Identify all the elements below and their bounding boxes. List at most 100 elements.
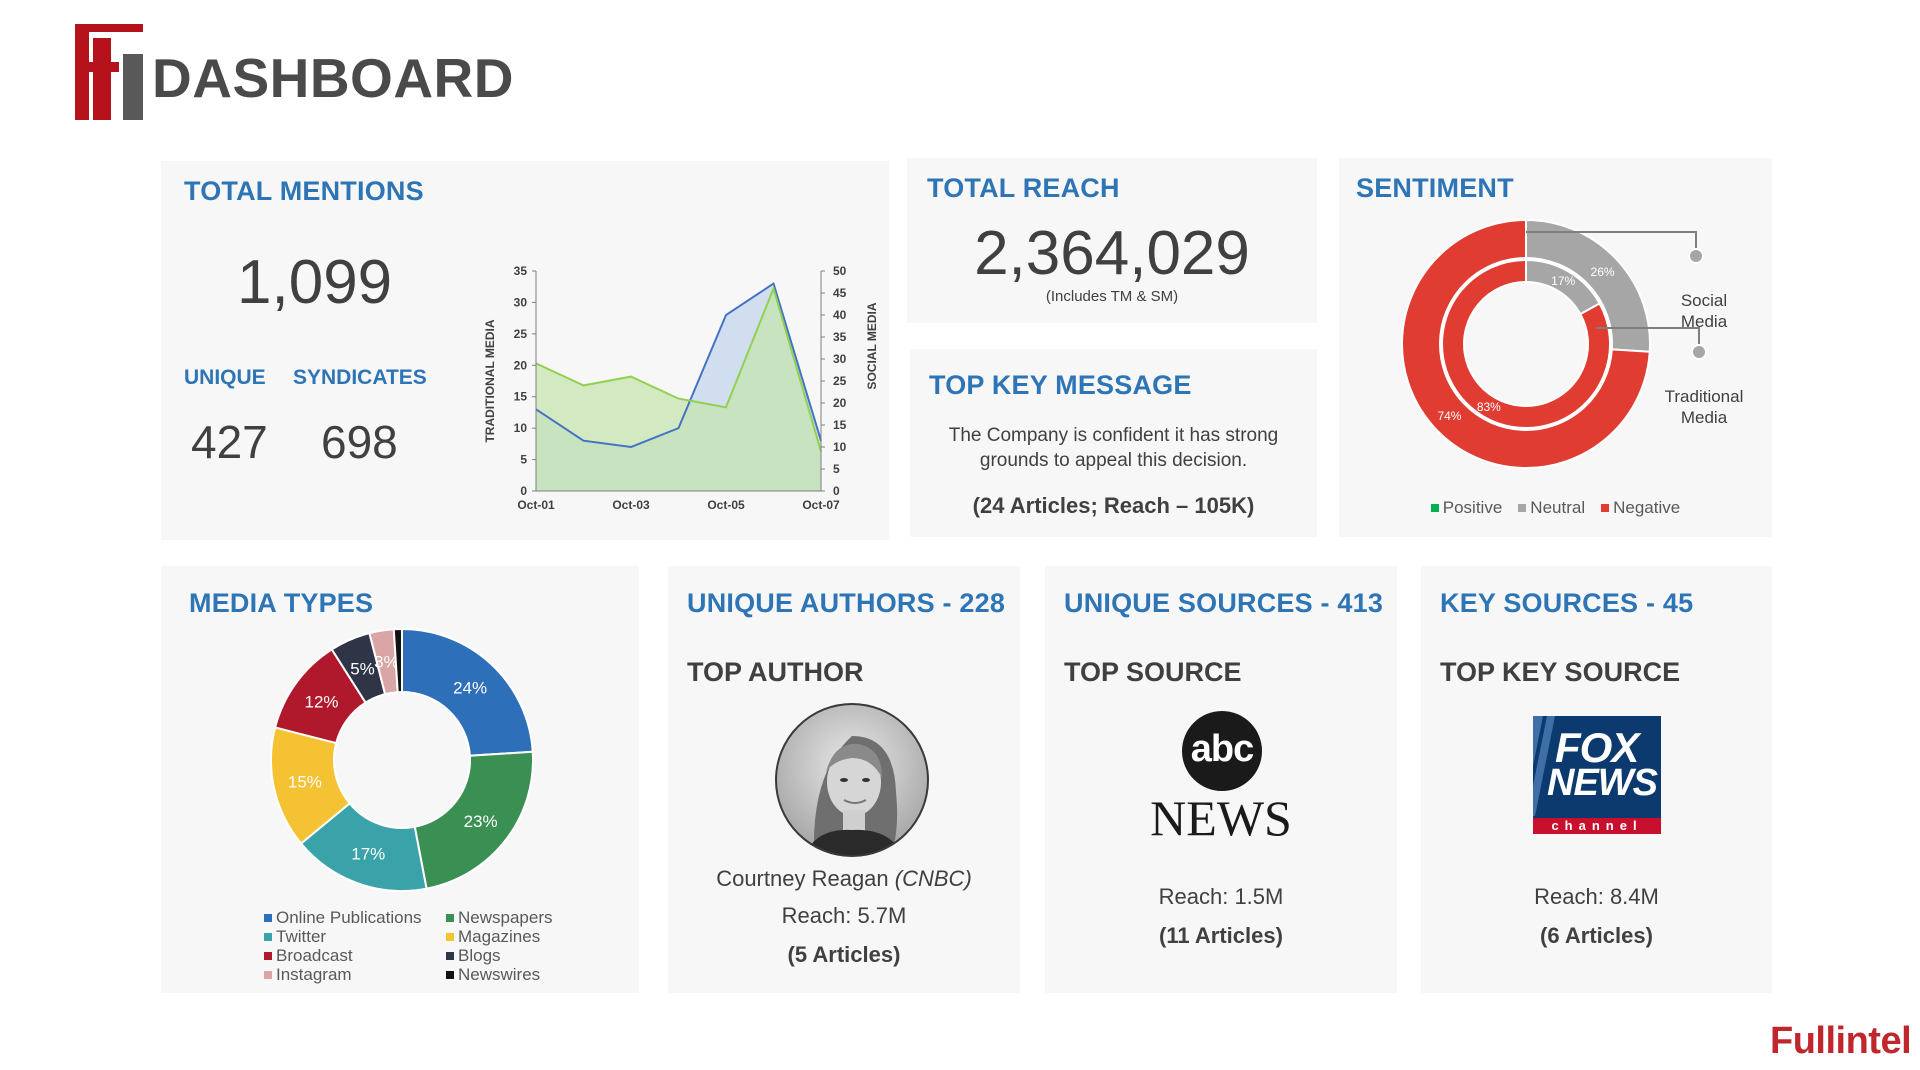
media-slice	[401, 627, 534, 757]
unique-sources-panel: UNIQUE SOURCES - 413 TOP SOURCE abc NEWS…	[1045, 566, 1397, 993]
sentiment-legend-item: Negative	[1601, 498, 1680, 517]
author-outlet: (CNBC)	[894, 866, 972, 891]
legend-swatch	[446, 971, 454, 979]
left-tick-label: 5	[520, 453, 527, 467]
line-series-2	[535, 285, 822, 452]
media-slice-label: 5%	[350, 660, 375, 679]
key-sources-panel: KEY SOURCES - 45 TOP KEY SOURCE FOX NEWS…	[1421, 566, 1772, 993]
media-legend-item: Twitter	[264, 928, 326, 946]
media-legend-item: Instagram	[264, 966, 352, 984]
legend-swatch	[264, 952, 272, 960]
legend-swatch	[1430, 504, 1439, 512]
top-key-source-subtitle: TOP KEY SOURCE	[1440, 657, 1681, 687]
legend-label: Newspapers	[458, 908, 553, 927]
sentiment-slice	[1401, 218, 1651, 469]
leader-traditional-dot	[1691, 344, 1707, 360]
media-types-title: MEDIA TYPES	[189, 588, 374, 618]
sentiment-panel: SENTIMENT 26% 74% 17% 83% Social Media Trad…	[1339, 158, 1772, 537]
total-reach-value: 2,364,029	[974, 219, 1250, 288]
right-tick-label: 10	[833, 440, 847, 454]
right-tick-label: 45	[833, 286, 847, 300]
author-articles: (5 Articles)	[787, 942, 901, 967]
header-logo	[75, 24, 143, 120]
media-slice	[413, 750, 534, 890]
author-avatar	[774, 702, 930, 858]
right-tick-label: 35	[833, 330, 847, 344]
media-legend-item: Newswires	[446, 966, 540, 984]
syndicates-value: 698	[321, 416, 398, 468]
left-tick-label: 25	[514, 327, 528, 341]
legend-label: Instagram	[276, 965, 352, 984]
unique-sources-title: UNIQUE SOURCES - 413	[1064, 588, 1384, 618]
left-tick-label: 30	[514, 295, 528, 309]
x-tick-label: Oct-03	[612, 498, 650, 512]
sentiment-slice-label: 74%	[1437, 409, 1461, 423]
top-author-subtitle: TOP AUTHOR	[687, 657, 864, 687]
x-tick-label: Oct-01	[517, 498, 555, 512]
total-reach-note: (Includes TM & SM)	[1045, 288, 1179, 305]
legend-swatch	[264, 971, 272, 979]
media-slice-label: 15%	[288, 773, 322, 792]
fox-news-logo: FOX NEWS channel	[1533, 716, 1661, 834]
legend-label: Newswires	[458, 965, 541, 984]
source-articles: (11 Articles)	[1159, 923, 1283, 948]
legend-label: Blogs	[458, 946, 501, 965]
leader-social	[1526, 231, 1697, 251]
author-name: Courtney Reagan	[716, 866, 889, 891]
total-mentions-panel: TOTAL MENTIONS 1,099 UNIQUE SYNDICATES 4…	[161, 161, 889, 540]
line-series-1	[535, 281, 822, 449]
page-title: DASHBOARD	[152, 47, 514, 109]
area-series-2	[536, 288, 821, 491]
legend-label: Neutral	[1530, 498, 1586, 517]
legend-label: Magazines	[458, 927, 541, 946]
right-tick-label: 5	[833, 462, 840, 476]
right-tick-label: 25	[833, 374, 847, 388]
author-name-line: Courtney Reagan (CNBC)	[668, 866, 1020, 892]
top-source-subtitle: TOP SOURCE	[1064, 657, 1242, 687]
unique-value: 427	[191, 416, 268, 468]
key-message-line2: grounds to appeal this decision.	[979, 450, 1248, 471]
sentiment-legend: Positive Neutral Negative	[1339, 498, 1772, 518]
legend-swatch	[1518, 504, 1527, 512]
left-tick-label: 20	[514, 358, 528, 372]
sentiment-chart: 26% 74% 17% 83%	[1401, 218, 1707, 469]
legend-swatch	[264, 933, 272, 941]
right-tick-label: 40	[833, 308, 847, 322]
left-tick-label: 35	[514, 264, 528, 278]
media-types-legend: Online Publications Newspapers Twitter Maga…	[264, 909, 594, 989]
media-types-panel: MEDIA TYPES 24%23%17%15%12%5%3%1% Online…	[161, 566, 639, 993]
total-reach-panel: TOTAL REACH 2,364,029 (Includes TM & SM)	[907, 158, 1317, 323]
sentiment-title: SENTIMENT	[1356, 173, 1514, 203]
media-legend-item: Newspapers	[446, 909, 553, 927]
right-tick-label: 50	[833, 264, 847, 278]
media-slice-label: 12%	[304, 693, 338, 712]
key-source-reach: Reach: 8.4M	[1534, 884, 1659, 909]
leader-social-dot	[1688, 248, 1704, 264]
media-slice-label: 24%	[453, 678, 487, 697]
legend-label: Broadcast	[276, 946, 353, 965]
sentiment-legend-item: Neutral	[1518, 498, 1585, 517]
legend-label: Online Publications	[276, 908, 422, 927]
legend-swatch	[1601, 504, 1610, 512]
media-slice	[392, 627, 403, 694]
legend-swatch	[264, 914, 272, 922]
left-tick-label: 15	[514, 390, 528, 404]
right-tick-label: 20	[833, 396, 847, 410]
left-tick-label: 0	[520, 484, 527, 498]
key-message-line1: The Company is confident it has strong	[948, 425, 1279, 446]
sentiment-legend-item: Positive	[1430, 498, 1503, 517]
key-message-stats: (24 Articles; Reach – 105K)	[972, 493, 1255, 518]
media-legend-item: Online Publications	[264, 909, 422, 927]
media-legend-item: Magazines	[446, 928, 540, 946]
sentiment-slice-label: 26%	[1591, 265, 1615, 279]
unique-label: UNIQUE	[184, 366, 266, 389]
key-sources-title: KEY SOURCES - 45	[1440, 588, 1694, 618]
leader-traditional	[1596, 327, 1700, 347]
legend-label: Positive	[1442, 498, 1503, 517]
media-slice-label: 17%	[351, 845, 385, 864]
media-slice-label: 3%	[374, 653, 399, 672]
sentiment-slice-label: 17%	[1551, 274, 1575, 288]
author-reach: Reach: 5.7M	[781, 903, 907, 928]
mentions-trend-chart: 0 5 10 15 20 25 30 35 0 5 10 15 20 25 30 35 40 45 50 Oct-01…	[483, 264, 879, 512]
legend-label: Twitter	[276, 927, 327, 946]
